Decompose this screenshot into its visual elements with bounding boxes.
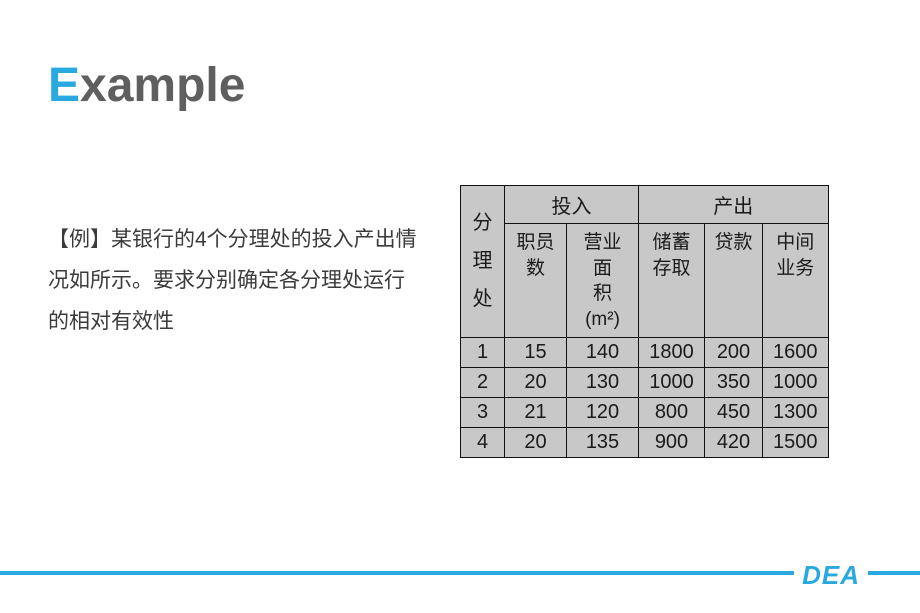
group-header-output: 产出 (639, 186, 829, 224)
table-row: 2 20 130 1000 350 1000 (461, 367, 829, 397)
table-body: 1 15 140 1800 200 1600 2 20 130 1000 350… (461, 337, 829, 457)
table-row: 3 21 120 800 450 1300 (461, 397, 829, 427)
footer-divider (0, 571, 920, 575)
slide-title: Example (48, 58, 245, 113)
group-header-input: 投入 (505, 186, 639, 224)
col-loan: 贷款 (705, 224, 763, 338)
row-header-label: 分 理 处 (461, 186, 505, 338)
table-row: 1 15 140 1800 200 1600 (461, 337, 829, 367)
col-deposit: 储蓄 存取 (639, 224, 705, 338)
example-description: 【例】某银行的4个分理处的投入产出情况如所示。要求分别确定各分理处运行的相对有效… (48, 220, 418, 343)
table-row: 4 20 135 900 420 1500 (461, 427, 829, 457)
title-rest: xample (80, 59, 245, 112)
title-first-letter: E (48, 59, 80, 112)
footer-label: DEA (794, 560, 868, 591)
col-employees: 职员数 (505, 224, 567, 338)
col-intermediate: 中间 业务 (763, 224, 829, 338)
col-area: 营业面 积 (m²) (567, 224, 639, 338)
data-table: 分 理 处 投入 产出 职员数 营业面 积 (m²) 储蓄 存取 贷款 中间 业… (460, 185, 829, 458)
